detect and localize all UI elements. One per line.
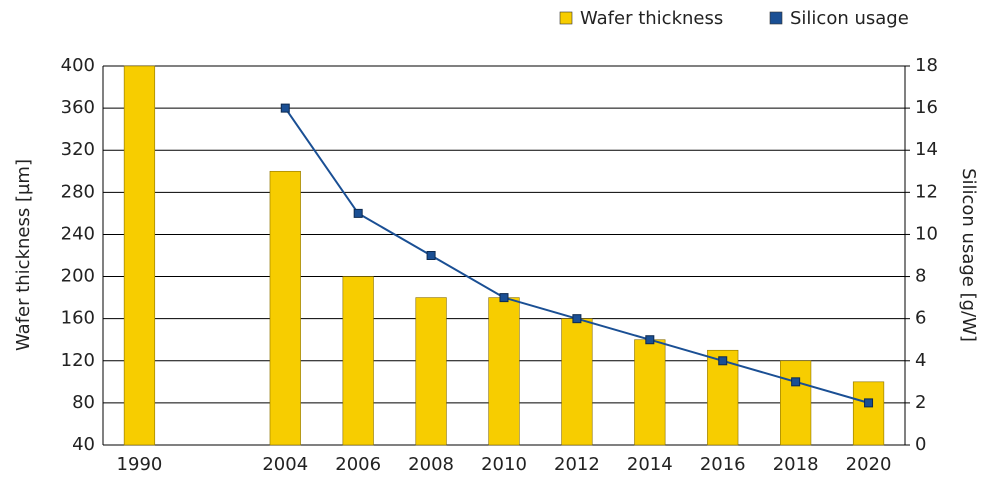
x-tick-label: 2012 [554,454,600,475]
y-tick-label: 80 [72,392,95,413]
y-tick-label: 400 [61,55,95,76]
x-tick-label: 2014 [627,454,673,475]
x-tick-label: 2016 [700,454,746,475]
x-tick-label: 2020 [846,454,892,475]
bar [342,276,374,446]
y2-tick-label: 0 [915,434,926,455]
y-tick-label: 120 [61,350,95,371]
y2-tick-label: 18 [915,55,938,76]
y2-tick-label: 8 [915,266,926,287]
legend-swatch [769,11,783,25]
x-tick-label: 2018 [773,454,819,475]
line-marker [791,377,801,387]
y2-tick-label: 10 [915,223,938,244]
y-axis-label: Wafer thickness [µm] [13,159,34,351]
y-tick-label: 160 [61,308,95,329]
bar [269,170,301,446]
y2-tick-label: 14 [915,139,938,160]
bar [488,297,520,446]
legend-label: Wafer thickness [580,8,723,29]
line-marker [645,335,655,345]
x-tick-label: 2004 [262,454,308,475]
bar [123,65,156,446]
line-marker [572,314,582,324]
y-tick-label: 320 [61,139,95,160]
x-tick-label: 2008 [408,454,454,475]
y2-tick-label: 16 [915,97,938,118]
y-tick-label: 240 [61,223,95,244]
bar [561,318,593,446]
line-marker [280,103,290,113]
bar [415,297,447,446]
y2-axis-label: Silicon usage [g/W] [958,168,979,342]
line-marker [718,356,728,366]
y2-tick-label: 6 [915,308,926,329]
bar [780,360,812,446]
line-marker [499,293,509,303]
y-tick-label: 360 [61,97,95,118]
y-tick-label: 40 [72,434,95,455]
y2-tick-label: 2 [915,392,926,413]
bar [634,339,666,446]
line-marker [864,398,874,408]
x-tick-label: 1990 [117,454,163,475]
legend-label: Silicon usage [790,8,909,29]
legend-swatch [559,11,573,25]
line-marker [426,251,436,260]
x-tick-label: 2010 [481,454,527,475]
x-tick-label: 2006 [335,454,381,475]
y-tick-label: 200 [61,266,95,287]
bar [852,381,885,446]
y2-tick-label: 4 [915,350,926,371]
y-tick-label: 280 [61,181,95,202]
bar [707,349,739,446]
line-marker [353,208,363,218]
y2-tick-label: 12 [915,181,938,202]
